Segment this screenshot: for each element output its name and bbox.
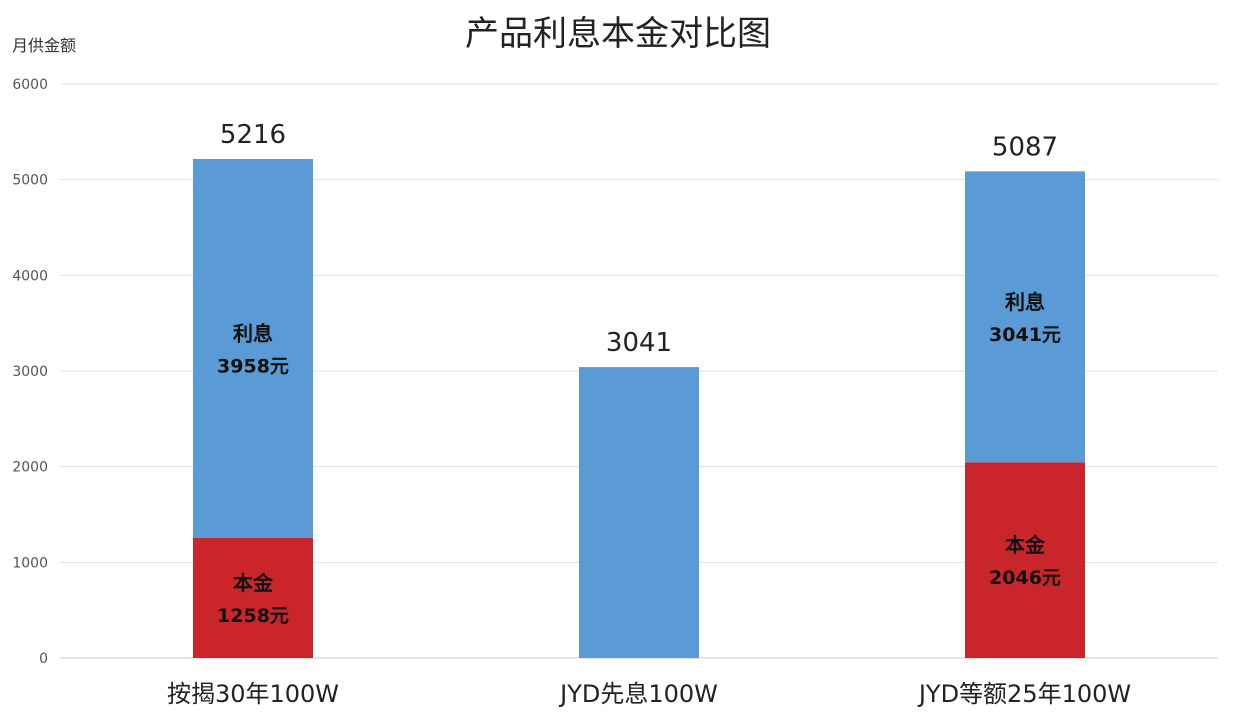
y-tick-label: 2000 <box>12 460 48 476</box>
segment-value-label: 2046元 <box>989 567 1061 589</box>
y-tick-label: 1000 <box>12 555 48 571</box>
segment-name-label: 本金 <box>1005 533 1046 557</box>
segment-value-label: 3958元 <box>217 355 289 377</box>
bar-segment-interest <box>579 367 699 658</box>
bar-segment-principal <box>193 537 313 658</box>
y-tick-label: 5000 <box>12 173 48 189</box>
segment-name-label: 本金 <box>233 571 274 595</box>
total-value-label: 5216 <box>220 120 286 150</box>
bar-segment-principal <box>965 462 1085 658</box>
y-tick-label: 4000 <box>12 268 48 284</box>
chart-title: 产品利息本金对比图 <box>465 14 771 54</box>
segment-name-label: 利息 <box>1005 290 1045 314</box>
y-axis-label: 月供金额 <box>12 36 77 55</box>
bar-segment-interest <box>193 159 313 538</box>
total-value-label: 5087 <box>992 132 1058 162</box>
total-value-label: 3041 <box>606 328 672 358</box>
y-tick-label: 3000 <box>12 364 48 380</box>
y-tick-label: 6000 <box>12 77 48 93</box>
segment-value-label: 3041元 <box>989 324 1061 346</box>
y-tick-label: 0 <box>39 651 48 667</box>
bar-segment-interest <box>965 171 1085 463</box>
segment-name-label: 利息 <box>233 321 273 345</box>
category-label: 按揭30年100W <box>167 680 339 708</box>
category-label: JYD等额25年100W <box>917 680 1131 708</box>
segment-value-label: 1258元 <box>217 605 289 627</box>
category-label: JYD先息100W <box>558 680 718 708</box>
